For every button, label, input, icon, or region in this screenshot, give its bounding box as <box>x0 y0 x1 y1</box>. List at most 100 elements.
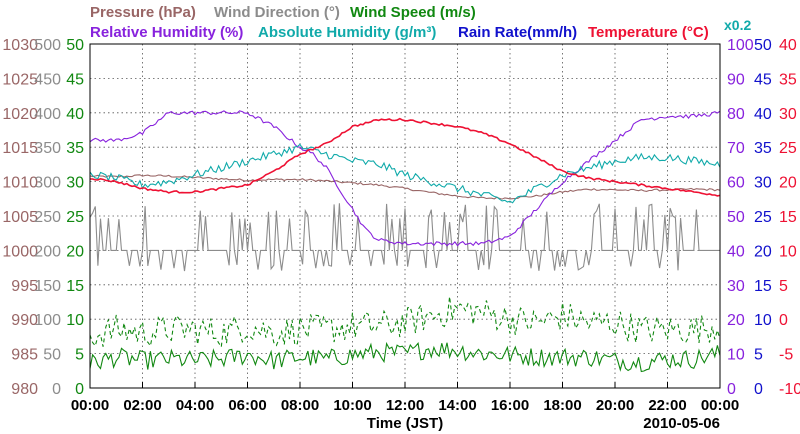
abs-humidity-scale-note: x0.2 <box>724 17 751 33</box>
wind_direction-tick-label: 500 <box>34 37 61 54</box>
legend-item: Absolute Humidity (g/m³) <box>258 24 436 41</box>
temperature-tick-label: 30 <box>779 106 797 123</box>
rain_rate-tick-label: 20 <box>754 243 772 260</box>
relative_humidity-tick-label: 30 <box>727 278 745 295</box>
pressure-tick-label: 1010 <box>2 175 38 192</box>
x-tick-label: 06:00 <box>228 397 266 414</box>
temperature-tick-label: 20 <box>779 175 797 192</box>
wind_speed-tick-label: 30 <box>66 175 84 192</box>
relative_humidity-tick-label: 40 <box>727 243 745 260</box>
series-line-wind_speed <box>89 341 721 373</box>
legend-item: Pressure (hPa) <box>90 4 196 21</box>
temperature-tick-label: 10 <box>779 243 797 260</box>
relative_humidity-tick-label: 90 <box>727 71 745 88</box>
x-tick-label: 02:00 <box>123 397 161 414</box>
wind_speed-tick-label: 25 <box>66 209 84 226</box>
wind_direction-tick-label: 0 <box>52 381 61 398</box>
series-line-temperature <box>90 117 721 197</box>
x-tick-label: 12:00 <box>386 397 424 414</box>
rain_rate-tick-label: 0 <box>754 381 763 398</box>
relative_humidity-tick-label: 60 <box>727 175 745 192</box>
temperature-tick-label: 35 <box>779 71 797 88</box>
rain_rate-tick-label: 15 <box>754 278 772 295</box>
x-tick-label: 00:00 <box>71 397 109 414</box>
x-tick-label: 18:00 <box>543 397 581 414</box>
wind_direction-tick-label: 150 <box>34 278 61 295</box>
relative_humidity-tick-label: 80 <box>727 106 745 123</box>
left-axes: 9809859909951000100510101015102010251030… <box>2 37 84 398</box>
wind_speed-tick-label: 0 <box>75 381 84 398</box>
x-tick-label: 20:00 <box>596 397 634 414</box>
wind_speed-tick-label: 10 <box>66 312 84 329</box>
relative_humidity-tick-label: 50 <box>727 209 745 226</box>
rain_rate-tick-label: 10 <box>754 312 772 329</box>
pressure-tick-label: 1000 <box>2 243 38 260</box>
temperature-tick-label: -5 <box>779 347 793 364</box>
legend-item: Rain Rate(mm/h) <box>458 24 577 41</box>
legend-item: Wind Direction (°) <box>214 4 340 21</box>
temperature-tick-label: 0 <box>779 312 788 329</box>
relative_humidity-tick-label: 10 <box>727 347 745 364</box>
wind_direction-tick-label: 100 <box>34 312 61 329</box>
temperature-tick-label: -10 <box>779 381 800 398</box>
pressure-tick-label: 985 <box>11 347 38 364</box>
wind_speed-tick-label: 35 <box>66 140 84 157</box>
pressure-tick-label: 990 <box>11 312 38 329</box>
rain_rate-tick-label: 30 <box>754 175 772 192</box>
wind_speed-tick-label: 5 <box>75 347 84 364</box>
wind_direction-tick-label: 250 <box>34 209 61 226</box>
wind_direction-tick-label: 200 <box>34 243 61 260</box>
pressure-tick-label: 1005 <box>2 209 38 226</box>
temperature-tick-label: 5 <box>779 278 788 295</box>
temperature-tick-label: 40 <box>779 37 797 54</box>
series-line-relative_humidity <box>89 110 721 247</box>
legend-item: Wind Speed (m/s) <box>350 4 476 21</box>
rain_rate-tick-label: 40 <box>754 106 772 123</box>
x-tick-label: 10:00 <box>333 397 371 414</box>
legend: Pressure (hPa) Wind Direction (°) Wind Spe… <box>90 4 709 41</box>
x-axis-label: Time (JST) <box>367 415 443 432</box>
x-axis: 00:00 02:00 04:00 06:00 08:00 10:00 12:00 14:00… <box>71 382 739 432</box>
wind_direction-tick-label: 350 <box>34 140 61 157</box>
pressure-tick-label: 1020 <box>2 106 38 123</box>
series-line-wind_direction <box>89 203 720 272</box>
rain_rate-tick-label: 35 <box>754 140 772 157</box>
legend-item: Temperature (°C) <box>588 24 709 41</box>
rain_rate-tick-label: 5 <box>754 347 763 364</box>
pressure-tick-label: 980 <box>11 381 38 398</box>
rain_rate-tick-label: 45 <box>754 71 772 88</box>
series-line-wind_speed-gust <box>89 296 721 349</box>
wind_speed-tick-label: 50 <box>66 37 84 54</box>
wind_direction-tick-label: 400 <box>34 106 61 123</box>
pressure-tick-label: 1025 <box>2 71 38 88</box>
x-tick-label: 08:00 <box>281 397 319 414</box>
x-tick-label: 22:00 <box>648 397 686 414</box>
wind_direction-tick-label: 450 <box>34 71 61 88</box>
wind_speed-tick-label: 40 <box>66 106 84 123</box>
relative_humidity-tick-label: 20 <box>727 312 745 329</box>
pressure-tick-label: 1030 <box>2 37 38 54</box>
temperature-tick-label: 25 <box>779 140 797 157</box>
x-tick-label: 14:00 <box>438 397 476 414</box>
x-tick-label: 16:00 <box>491 397 529 414</box>
rain_rate-tick-label: 50 <box>754 37 772 54</box>
series-line-pressure <box>89 174 721 200</box>
relative_humidity-tick-label: 100 <box>727 37 754 54</box>
legend-item: Relative Humidity (%) <box>90 24 243 41</box>
wind_direction-tick-label: 300 <box>34 175 61 192</box>
relative_humidity-tick-label: 70 <box>727 140 745 157</box>
pressure-tick-label: 995 <box>11 278 38 295</box>
relative_humidity-tick-label: 0 <box>727 381 736 398</box>
date-label: 2010-05-06 <box>643 415 720 432</box>
x-tick-label: 04:00 <box>176 397 214 414</box>
temperature-tick-label: 15 <box>779 209 797 226</box>
series-line-relative_humidity <box>89 143 721 204</box>
pressure-tick-label: 1015 <box>2 140 38 157</box>
wind_direction-tick-label: 50 <box>43 347 61 364</box>
wind_speed-tick-label: 15 <box>66 278 84 295</box>
wind_speed-tick-label: 45 <box>66 71 84 88</box>
rain_rate-tick-label: 25 <box>754 209 772 226</box>
right-axes: 0102030405060708090100051015202530354045… <box>724 17 800 398</box>
x-tick-label: 00:00 <box>701 397 739 414</box>
